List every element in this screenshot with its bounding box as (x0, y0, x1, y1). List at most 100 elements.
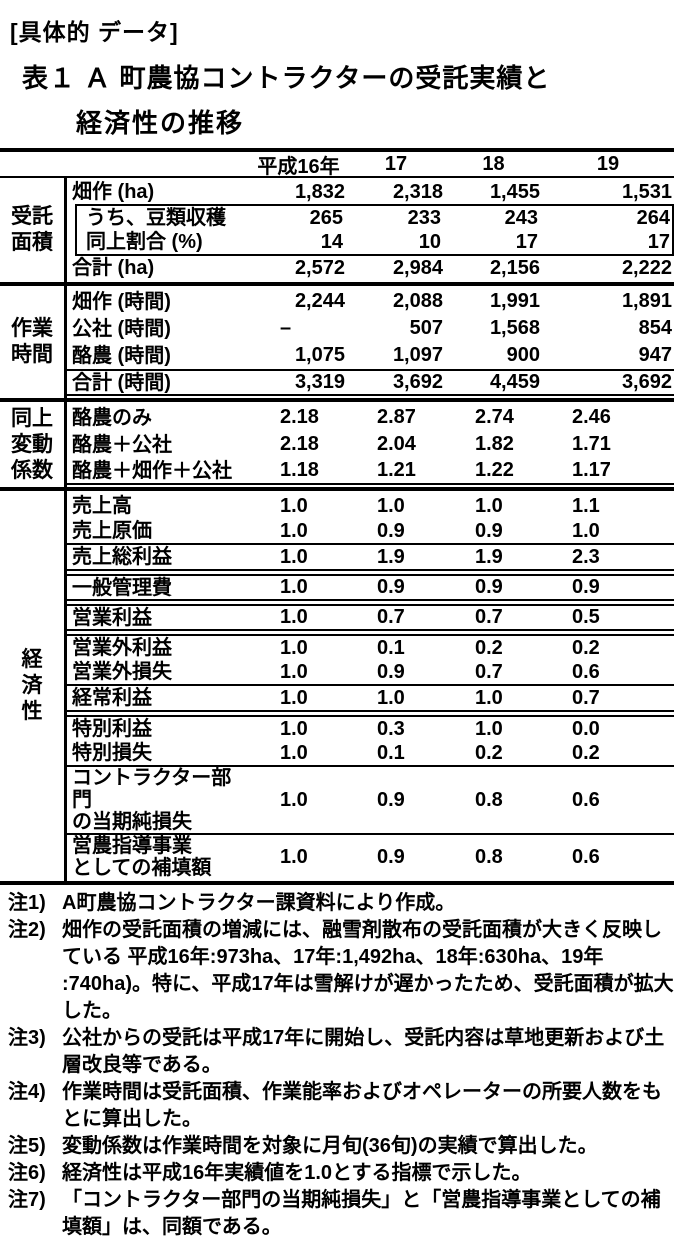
value-cell: 3,692 (621, 371, 672, 393)
table-row: 営業利益 1.0 0.7 0.7 0.5 (67, 604, 674, 631)
value-cell: 0.7 (572, 686, 600, 709)
data-table: 平成16年 17 18 19 受託 面積 畑作 (ha) 1,832 2,318 1,455 1… (0, 148, 674, 885)
table-row: 酪農のみ 2.18 2.87 2.74 2.46 (67, 404, 674, 431)
value-cell: 0.9 (572, 576, 600, 598)
table-title-line2: 経済性の推移 (76, 108, 245, 138)
row-label: 営業外損失 (72, 661, 172, 683)
value-cell: 0.2 (475, 636, 503, 659)
table-section: 同上 変動 係数 酪農のみ 2.18 2.87 2.74 2.46 酪農＋公社 2.18 2.0… (0, 398, 674, 487)
value-cell: 1.21 (377, 459, 416, 481)
table-section: 経 済 性売上高 1.0 1.0 1.0 1.1 売上原価 1.0 0.9 0.9 1.0 売上総利… (0, 487, 674, 881)
value-cell: 0.3 (377, 717, 405, 740)
table-header-row: 平成16年 17 18 19 (0, 152, 674, 178)
row-label: 営業外利益 (72, 637, 172, 659)
value-cell: – (280, 317, 292, 339)
value-cell: 0.1 (377, 636, 405, 659)
value-cell: 2,156 (489, 256, 540, 279)
value-cell: 854 (638, 317, 672, 339)
value-cell: 2.04 (377, 433, 416, 455)
row-label: 合計 (ha) (72, 257, 155, 279)
value-cell: 1.0 (280, 576, 308, 598)
table-row: 酪農＋畑作＋公社 1.18 1.21 1.22 1.17 (67, 458, 674, 485)
value-cell: 1.0 (572, 519, 600, 542)
table-row: 酪農 (時間) 1,075 1,097 900 947 (67, 342, 674, 369)
value-cell: 0.8 (475, 788, 503, 811)
note-item: 注5) 変動係数は作業時間を対象に月旬(36旬)の実績で算出した。 (8, 1133, 674, 1160)
value-cell: 1.18 (280, 459, 319, 481)
value-cell: 1.0 (280, 519, 308, 542)
table-row: 営農指導事業 としての補填額 1.0 0.9 0.8 0.6 (67, 835, 674, 879)
value-cell: 900 (506, 344, 540, 366)
value-cell: 0.9 (475, 519, 503, 542)
note-number: 注2) (8, 919, 46, 941)
note-text: 公社からの受託は平成17年に開始し、受託内容は草地更新および土層改良等である。 (62, 1027, 665, 1076)
section-rows: 畑作 (ha) 1,832 2,318 1,455 1,531 うち、豆類収穫 265 233… (67, 178, 674, 282)
value-cell: 2,088 (392, 290, 443, 312)
value-cell: 4,459 (489, 371, 540, 393)
notes-block: 注1) A町農協コントラクター課資料により作成。 注2) 畑作の受託面積の増減には、融… (0, 890, 674, 1241)
value-cell: 0.9 (377, 519, 405, 542)
row-label: 特別利益 (72, 718, 152, 740)
row-label: 同上割合 (%) (86, 231, 203, 253)
table-row: 畑作 (ha) 1,832 2,318 1,455 1,531 (67, 180, 674, 204)
group-label: 作業 時間 (0, 286, 67, 398)
table-row: 営業外利益 1.0 0.1 0.2 0.2 (67, 634, 674, 660)
value-cell: 1.0 (280, 606, 308, 628)
table-row: 公社 (時間) – 507 1,568 854 (67, 315, 674, 342)
value-cell: 1.82 (475, 433, 514, 455)
note-item: 注1) A町農協コントラクター課資料により作成。 (8, 890, 674, 917)
value-cell: 1.0 (280, 845, 308, 868)
note-text: 変動係数は作業時間を対象に月旬(36旬)の実績で算出した。 (62, 1135, 598, 1157)
note-text: A町農協コントラクター課資料により作成。 (62, 892, 456, 914)
value-cell: 1.0 (475, 494, 503, 517)
value-cell: 1.0 (280, 494, 308, 517)
note-text: 畑作の受託面積の増減には、融雪剤散布の受託面積が大きく反映している 平成16年:… (62, 919, 674, 1022)
group-label: 受託 面積 (0, 178, 67, 282)
value-cell: 1,891 (621, 290, 672, 312)
value-cell: 0.9 (475, 576, 503, 598)
value-cell: 0.2 (572, 636, 600, 659)
row-label: 酪農のみ (72, 406, 152, 429)
note-item: 注6) 経済性は平成16年実績値を1.0とする指標で示した。 (8, 1160, 674, 1187)
value-cell: 1.0 (280, 545, 308, 568)
note-number: 注6) (8, 1162, 46, 1184)
note-number: 注1) (8, 892, 46, 914)
table-row: うち、豆類収穫 265 233 243 264 (77, 206, 672, 230)
value-cell: 1,097 (392, 344, 443, 366)
value-cell: 1.0 (280, 741, 308, 764)
note-item: 注2) 畑作の受託面積の増減には、融雪剤散布の受託面積が大きく反映している 平成1… (8, 917, 674, 1025)
value-cell: 2,222 (621, 256, 672, 279)
value-cell: 243 (504, 206, 538, 229)
value-cell: 0.6 (572, 660, 600, 683)
value-cell: 0.9 (377, 576, 405, 598)
value-cell: 2,984 (392, 256, 443, 279)
value-cell: 1.17 (572, 459, 611, 481)
value-cell: 0.2 (475, 741, 503, 764)
value-cell: 1.0 (280, 636, 308, 659)
value-cell: 1,832 (294, 180, 345, 203)
value-cell: 264 (636, 206, 670, 229)
value-cell: 14 (320, 230, 343, 253)
value-cell: 2.46 (572, 406, 611, 428)
value-cell: 1,531 (621, 180, 672, 203)
table-title-line1: 表１ Ａ 町農協コントラクターの受託実績と (22, 63, 551, 93)
value-cell: 2.18 (280, 406, 319, 428)
value-cell: 1.0 (475, 717, 503, 740)
value-cell: 0.7 (377, 606, 405, 628)
table-row: 合計 (ha) 2,572 2,984 2,156 2,222 (67, 256, 674, 280)
value-cell: 17 (515, 230, 538, 253)
value-cell: 507 (409, 317, 443, 339)
value-cell: 265 (309, 206, 343, 229)
value-cell: 0.7 (475, 606, 503, 628)
table-row: 経常利益 1.0 1.0 1.0 0.7 (67, 686, 674, 712)
value-cell: 1.0 (377, 494, 405, 517)
value-cell: 1.0 (280, 788, 308, 811)
value-cell: 3,692 (392, 371, 443, 393)
table-row: 特別利益 1.0 0.3 1.0 0.0 (67, 715, 674, 741)
value-cell: 0.6 (572, 845, 600, 868)
year-header-cell: 17 (384, 152, 408, 175)
table-row: 売上高 1.0 1.0 1.0 1.1 (67, 493, 674, 519)
value-cell: 1.0 (280, 686, 308, 709)
section-rows: 酪農のみ 2.18 2.87 2.74 2.46 酪農＋公社 2.18 2.04 1.82 1.7… (67, 402, 674, 487)
value-cell: 1.9 (475, 545, 503, 568)
